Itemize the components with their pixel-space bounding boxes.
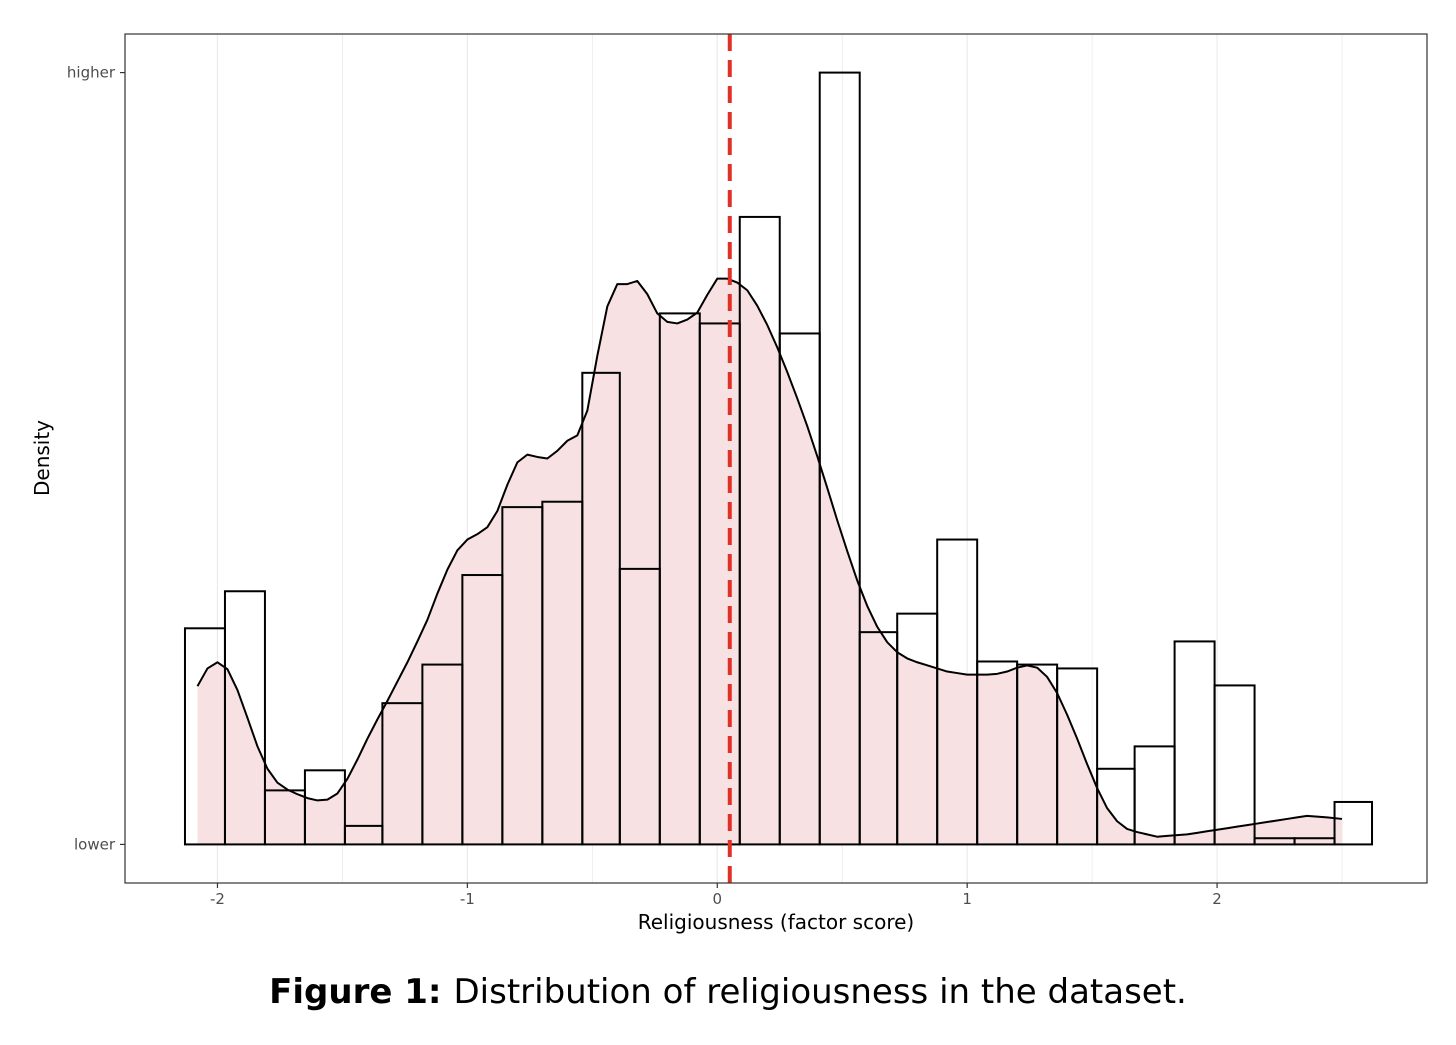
histogram-bar [1056,667,1099,846]
histogram-bar [1173,640,1216,846]
x-axis-ticks: -2 -1 0 1 2 [210,883,1222,908]
y-tick-label: lower [74,835,116,853]
x-tick-label: -1 [460,890,475,908]
y-axis-title: Density [30,420,54,496]
histogram-bar [1133,745,1176,846]
x-tick-label: -2 [210,890,225,908]
density-fill-layer [197,278,1343,845]
density-area [197,278,1343,845]
density-curve-layer [196,277,1343,838]
figure-caption-text: Distribution of religiousness in the dat… [453,972,1187,1012]
panel-border [124,33,1428,884]
histogram-bars [183,71,1374,846]
histogram-bar [818,71,861,846]
figure-caption: Figure 1: Distribution of religiousness i… [0,972,1456,1012]
x-tick-label: 1 [962,890,972,908]
y-axis-ticks: lower higher [67,64,125,853]
histogram-bar [1213,684,1256,846]
histogram-bar [1333,800,1374,846]
x-axis-title: Religiousness (factor score) [638,910,914,934]
x-tick-label: 2 [1212,890,1222,908]
figure-caption-label: Figure 1: [269,972,442,1012]
density-curve [196,277,1343,838]
histogram-bar [223,590,266,846]
histogram-chart: -2 -1 0 1 2 lower higher Religiousness (facto… [30,33,1428,934]
x-tick-label: 0 [712,890,722,908]
histogram-bar [303,769,346,846]
y-tick-label: higher [67,64,116,82]
